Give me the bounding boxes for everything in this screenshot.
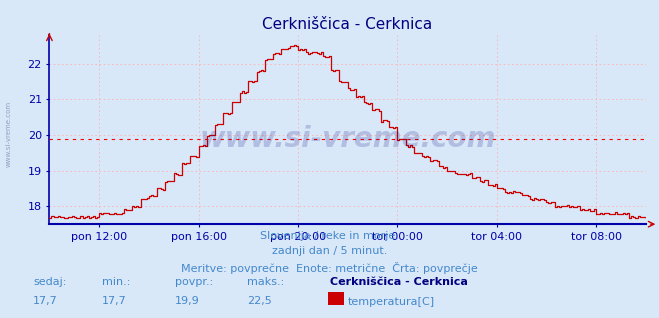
Text: Cerkniščica - Cerknica: Cerkniščica - Cerknica [330,277,467,287]
Text: min.:: min.: [102,277,130,287]
Text: zadnji dan / 5 minut.: zadnji dan / 5 minut. [272,246,387,256]
Text: 22,5: 22,5 [247,296,272,306]
Text: maks.:: maks.: [247,277,285,287]
Text: www.si-vreme.com: www.si-vreme.com [200,125,496,153]
Text: 19,9: 19,9 [175,296,200,306]
Text: sedaj:: sedaj: [33,277,67,287]
Text: povpr.:: povpr.: [175,277,213,287]
Text: Slovenija / reke in morje.: Slovenija / reke in morje. [260,231,399,240]
Text: Meritve: povprečne  Enote: metrične  Črta: povprečje: Meritve: povprečne Enote: metrične Črta:… [181,262,478,274]
Text: temperatura[C]: temperatura[C] [348,297,435,307]
Title: Cerkniščica - Cerknica: Cerkniščica - Cerknica [262,17,433,32]
Text: www.si-vreme.com: www.si-vreme.com [5,100,11,167]
Text: 17,7: 17,7 [102,296,127,306]
Text: 17,7: 17,7 [33,296,58,306]
